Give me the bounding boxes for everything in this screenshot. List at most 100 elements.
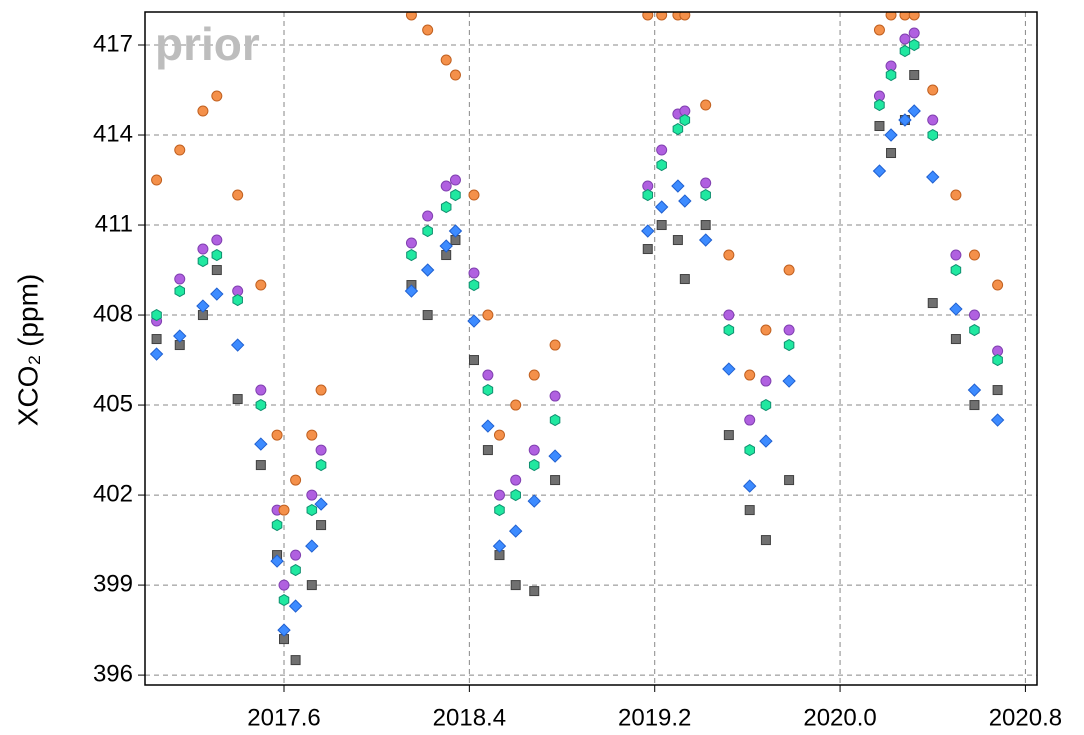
point	[422, 310, 433, 321]
point	[449, 69, 461, 81]
y-tick-label: 408	[93, 300, 133, 327]
point	[440, 200, 452, 214]
point	[968, 249, 980, 261]
x-tick-label: 2017.6	[247, 704, 320, 731]
point	[679, 274, 690, 285]
point	[642, 188, 654, 202]
point	[671, 179, 685, 193]
point	[908, 27, 920, 39]
point	[290, 474, 302, 486]
point	[909, 70, 920, 81]
point	[404, 284, 419, 298]
point	[315, 458, 327, 472]
point	[783, 264, 795, 276]
point	[468, 189, 480, 201]
point	[759, 434, 773, 448]
point	[305, 539, 319, 553]
point	[990, 413, 1005, 427]
point	[927, 114, 939, 126]
point	[314, 497, 328, 511]
annotation: prior	[155, 18, 260, 70]
point	[783, 338, 795, 352]
point	[232, 394, 243, 405]
point	[548, 449, 562, 463]
point	[510, 474, 522, 486]
point	[271, 518, 283, 532]
point	[232, 293, 243, 307]
point	[723, 249, 735, 261]
point	[290, 655, 301, 666]
point	[211, 90, 223, 102]
point	[907, 104, 921, 118]
point	[885, 68, 897, 82]
point	[449, 174, 461, 186]
point	[656, 220, 667, 231]
point	[908, 38, 920, 52]
point	[230, 338, 245, 352]
point	[277, 623, 291, 637]
point	[290, 564, 301, 577]
point	[315, 384, 327, 396]
point	[744, 414, 756, 426]
point	[656, 12, 668, 21]
point	[174, 284, 186, 298]
point	[873, 24, 885, 36]
point	[290, 549, 302, 561]
point	[151, 174, 163, 186]
point	[210, 287, 224, 301]
point	[527, 494, 541, 508]
point	[149, 347, 164, 361]
point	[481, 419, 495, 433]
point	[950, 263, 962, 277]
point	[723, 309, 735, 321]
point	[874, 98, 885, 112]
point	[784, 475, 795, 486]
point	[306, 489, 318, 501]
point	[482, 445, 493, 456]
point	[969, 400, 980, 411]
point	[493, 429, 505, 441]
point	[196, 299, 210, 313]
point	[678, 194, 692, 208]
point	[700, 220, 711, 231]
point	[722, 362, 736, 376]
point	[174, 144, 186, 156]
point	[174, 273, 186, 285]
point	[899, 33, 911, 45]
point	[872, 164, 887, 178]
y-tick-label: 399	[93, 570, 133, 597]
point	[254, 437, 268, 451]
point	[744, 369, 756, 381]
point	[482, 309, 494, 321]
point	[197, 243, 209, 255]
point	[927, 298, 938, 309]
y-tick-label: 411	[95, 210, 133, 237]
x-tick-label: 2020.0	[803, 704, 876, 731]
point	[700, 188, 711, 202]
point	[450, 188, 461, 202]
point	[927, 128, 939, 142]
point	[173, 329, 187, 343]
point	[884, 128, 898, 142]
point	[679, 12, 691, 21]
point	[549, 390, 561, 402]
point	[510, 580, 521, 591]
point	[967, 383, 982, 397]
point	[508, 524, 523, 538]
point	[493, 489, 505, 501]
point	[723, 323, 735, 337]
point	[440, 180, 452, 192]
point	[510, 488, 521, 502]
x-tick-label: 2019.2	[618, 704, 691, 731]
point	[197, 254, 209, 268]
point	[885, 12, 897, 21]
point	[549, 413, 561, 427]
point	[760, 535, 771, 546]
point	[950, 334, 961, 345]
point	[898, 113, 912, 127]
point	[992, 353, 1003, 367]
point	[783, 324, 795, 336]
point	[992, 385, 1003, 396]
point	[641, 224, 655, 238]
point	[405, 237, 417, 249]
